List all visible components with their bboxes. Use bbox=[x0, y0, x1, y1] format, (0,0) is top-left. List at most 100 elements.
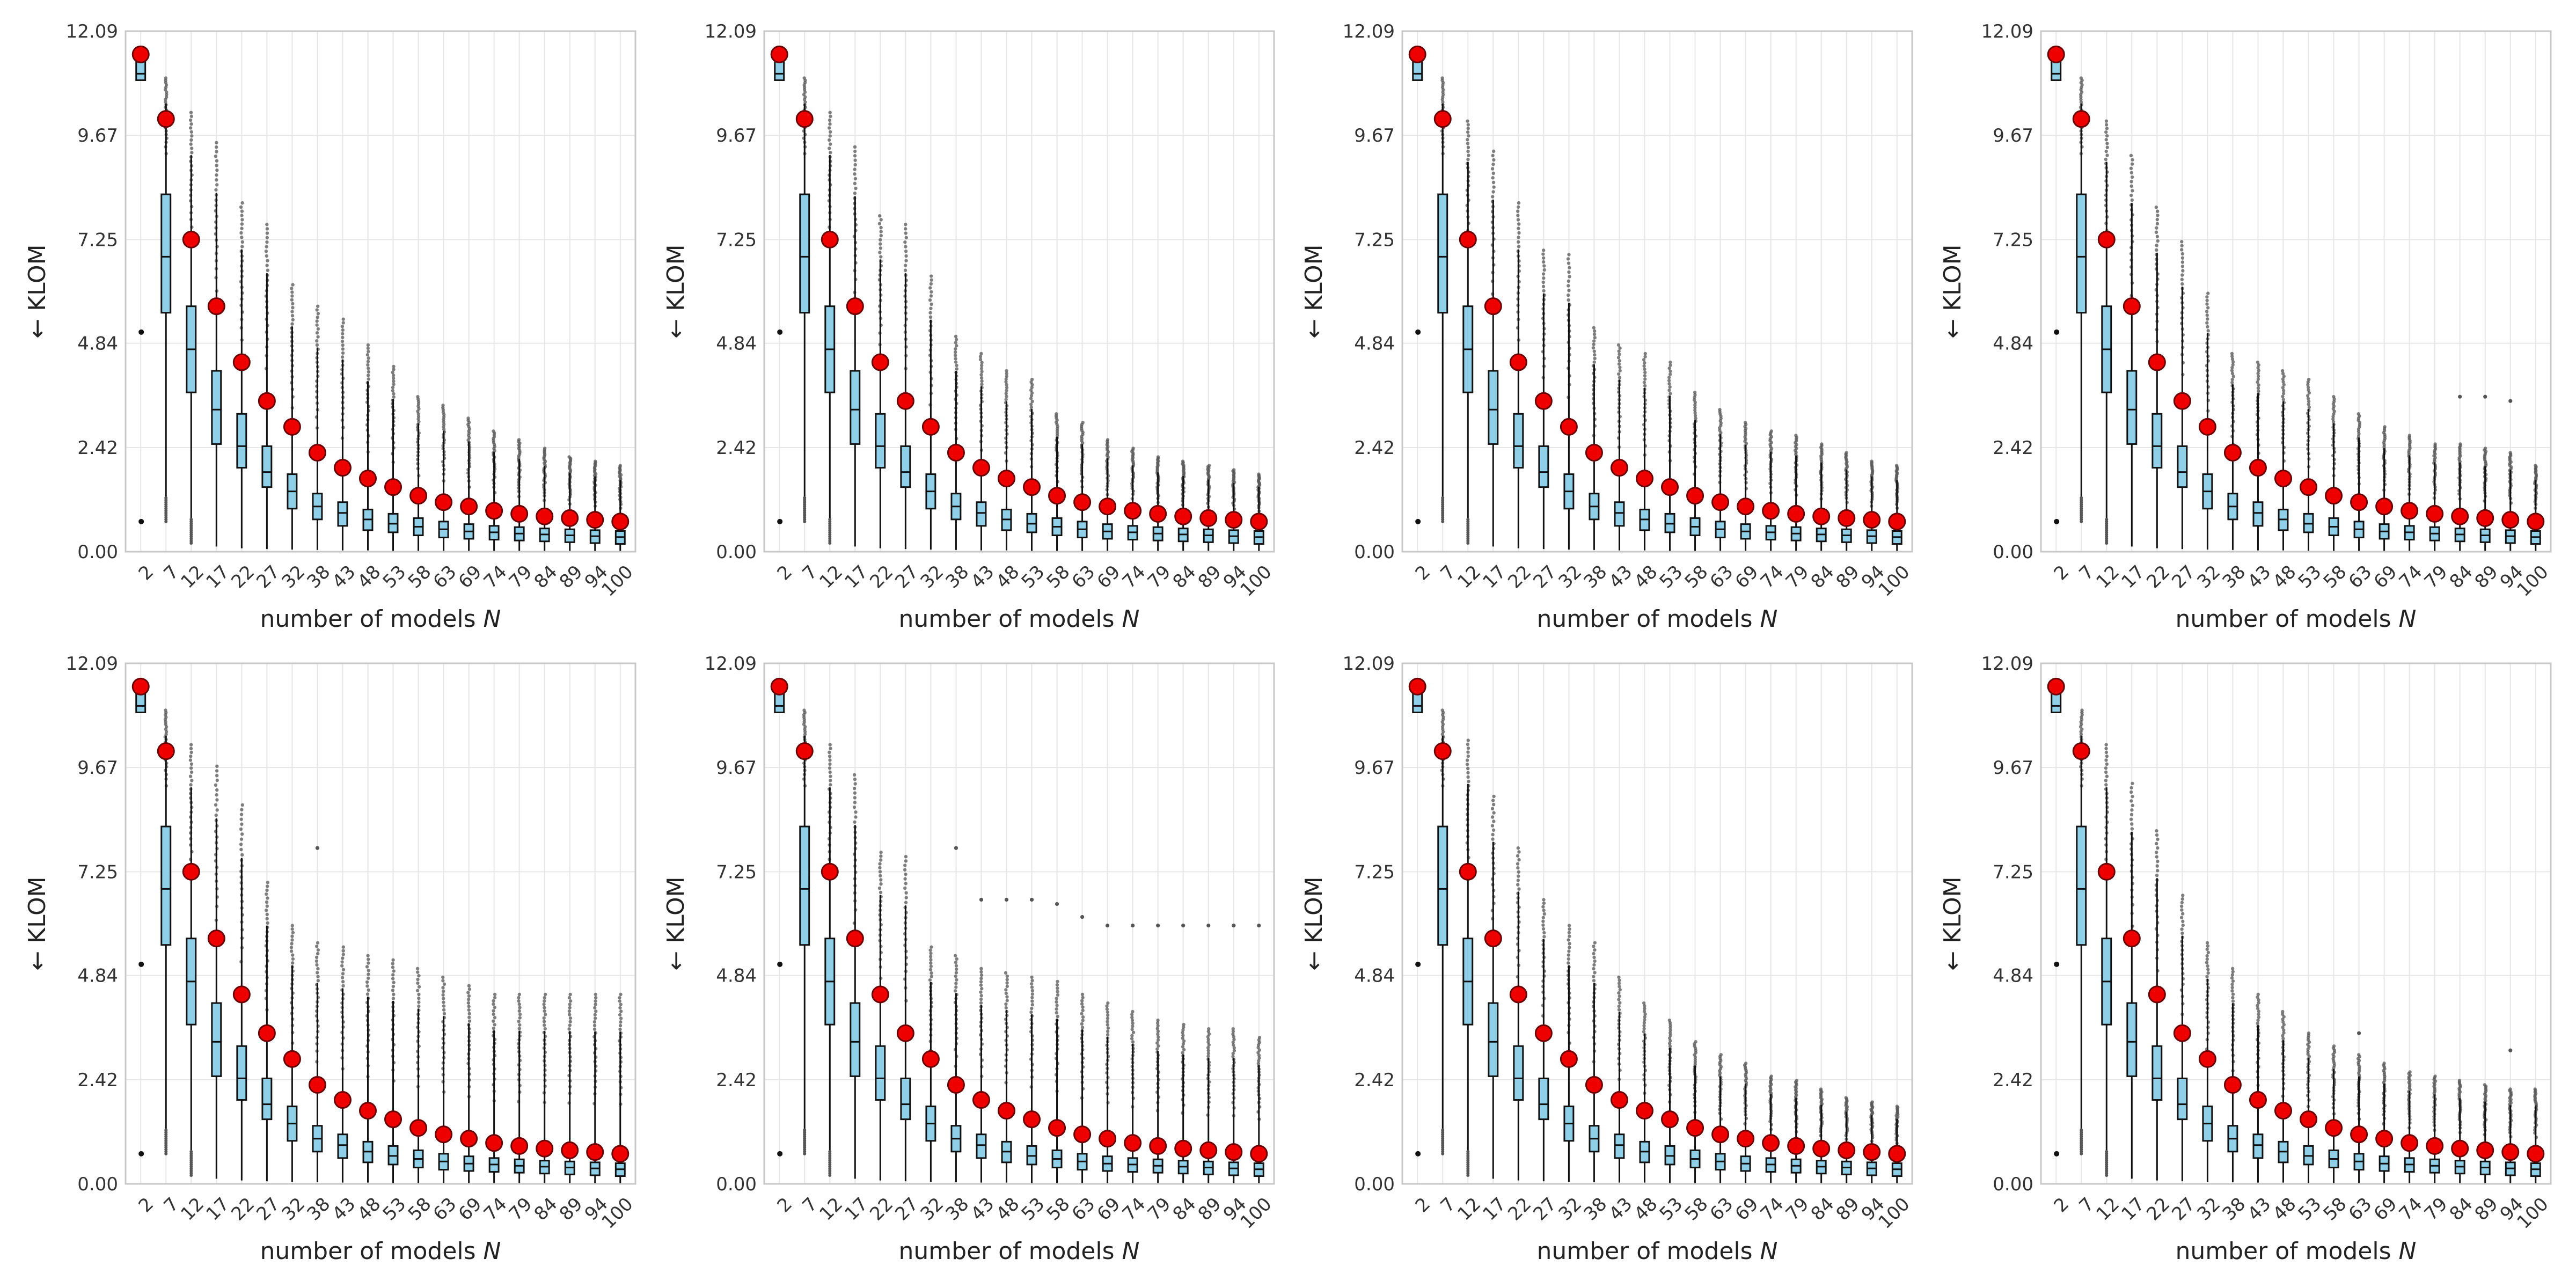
outlier-point bbox=[1642, 364, 1646, 368]
outlier-point bbox=[567, 1009, 572, 1013]
outlier-point bbox=[829, 779, 832, 782]
box bbox=[261, 445, 273, 488]
outlier-point bbox=[1541, 905, 1545, 909]
outlier-point bbox=[340, 976, 345, 979]
y-tick-label: 0.00 bbox=[1354, 1174, 1395, 1195]
outlier-point bbox=[316, 952, 320, 956]
outlier-point bbox=[315, 331, 319, 335]
outlier-point bbox=[1668, 1026, 1672, 1030]
outlier-point bbox=[1466, 742, 1470, 747]
outlier-point bbox=[2206, 329, 2210, 333]
outlier-point bbox=[568, 1016, 573, 1020]
outlier-point bbox=[1130, 1013, 1134, 1016]
mean-marker bbox=[207, 297, 225, 316]
outlier-point bbox=[2206, 291, 2210, 295]
outlier-point bbox=[1568, 927, 1571, 931]
outlier-point bbox=[341, 984, 345, 988]
outlier-point bbox=[2307, 388, 2310, 392]
outlier-point bbox=[1694, 416, 1697, 420]
mean-marker bbox=[1149, 504, 1167, 523]
outlier-point bbox=[1081, 1005, 1085, 1009]
outlier-point bbox=[215, 150, 218, 153]
outlier-point bbox=[1005, 386, 1009, 390]
outlier-point bbox=[930, 278, 933, 282]
outlier-point bbox=[1492, 794, 1496, 799]
box bbox=[2151, 1045, 2163, 1101]
outlier-point bbox=[1566, 293, 1570, 297]
outlier-point bbox=[1030, 992, 1035, 996]
outlier-point bbox=[2155, 235, 2160, 239]
x-tick-label: 100 bbox=[598, 561, 638, 601]
outlier-point bbox=[1542, 901, 1546, 905]
outlier-point bbox=[1592, 349, 1597, 353]
outlier-point bbox=[1668, 369, 1672, 373]
outlier-point bbox=[1156, 1024, 1160, 1028]
outlier-point bbox=[2231, 996, 2235, 1000]
outlier-point bbox=[593, 1013, 597, 1017]
outlier-point bbox=[2306, 397, 2310, 400]
outlier-point bbox=[391, 965, 395, 969]
outlier-point bbox=[1156, 1029, 1160, 1033]
mean-marker bbox=[1585, 443, 1603, 462]
outlier-point bbox=[1131, 447, 1135, 450]
outlier-point bbox=[1005, 389, 1008, 392]
outlier-point bbox=[2181, 923, 2185, 927]
mean-marker bbox=[2148, 353, 2166, 371]
outlier-point bbox=[1106, 1013, 1110, 1017]
outlier-point bbox=[367, 988, 370, 992]
outlier-point bbox=[240, 209, 244, 213]
outlier-point bbox=[904, 254, 908, 258]
outlier-point bbox=[929, 274, 933, 278]
outlier-point bbox=[2230, 377, 2234, 382]
outlier-point bbox=[189, 770, 194, 774]
mean-marker bbox=[536, 1139, 554, 1158]
outlier-point bbox=[955, 957, 958, 961]
outlier-point bbox=[1568, 942, 1571, 946]
outlier-point bbox=[517, 1019, 521, 1023]
outlier-point bbox=[1005, 981, 1009, 985]
mean-marker bbox=[586, 511, 604, 529]
outlier-point bbox=[930, 290, 933, 294]
outlier-point bbox=[2357, 412, 2360, 416]
outlier-point bbox=[316, 967, 320, 971]
outlier-point bbox=[265, 236, 269, 239]
y-tick-label: 4.84 bbox=[1354, 333, 1395, 355]
outlier-point bbox=[2257, 389, 2260, 393]
mean-marker bbox=[2501, 511, 2520, 529]
outlier-point bbox=[1593, 356, 1597, 361]
outlier-point bbox=[1106, 1016, 1110, 1020]
outlier-point bbox=[2231, 979, 2235, 983]
mean-marker bbox=[2097, 230, 2116, 248]
outlier-point bbox=[1667, 366, 1671, 370]
outlier-point bbox=[904, 231, 908, 235]
mean-marker bbox=[1484, 297, 1502, 316]
outlier-point bbox=[854, 815, 858, 819]
outlier-point bbox=[828, 111, 832, 114]
outlier-point bbox=[1642, 358, 1646, 362]
outlier-point bbox=[367, 961, 370, 965]
outlier-point bbox=[980, 379, 984, 383]
outlier-point bbox=[979, 976, 983, 980]
outlier-point bbox=[1542, 898, 1546, 902]
outlier-point bbox=[2181, 269, 2185, 273]
outlier-point bbox=[1668, 1031, 1672, 1035]
outlier-point bbox=[1232, 1035, 1236, 1039]
outlier-point bbox=[955, 967, 958, 971]
plot-frame bbox=[1401, 30, 1913, 553]
outlier-point bbox=[955, 367, 959, 371]
outlier-point bbox=[190, 134, 194, 138]
outlier-point bbox=[1056, 979, 1059, 984]
outlier-point bbox=[1541, 256, 1546, 260]
outlier-point bbox=[903, 240, 907, 244]
outlier-point bbox=[1005, 978, 1009, 982]
outlier-point bbox=[1206, 1046, 1210, 1050]
outlier-point bbox=[1467, 153, 1470, 157]
outlier-point bbox=[1106, 1020, 1109, 1023]
mean-marker bbox=[2072, 110, 2090, 128]
outlier-point bbox=[2105, 153, 2109, 157]
outlier-point bbox=[1542, 268, 1546, 272]
outlier-point bbox=[878, 214, 882, 218]
outlier-point bbox=[1232, 924, 1236, 928]
outlier-point bbox=[1056, 990, 1059, 993]
x-tick-label: 100 bbox=[1875, 561, 1914, 601]
